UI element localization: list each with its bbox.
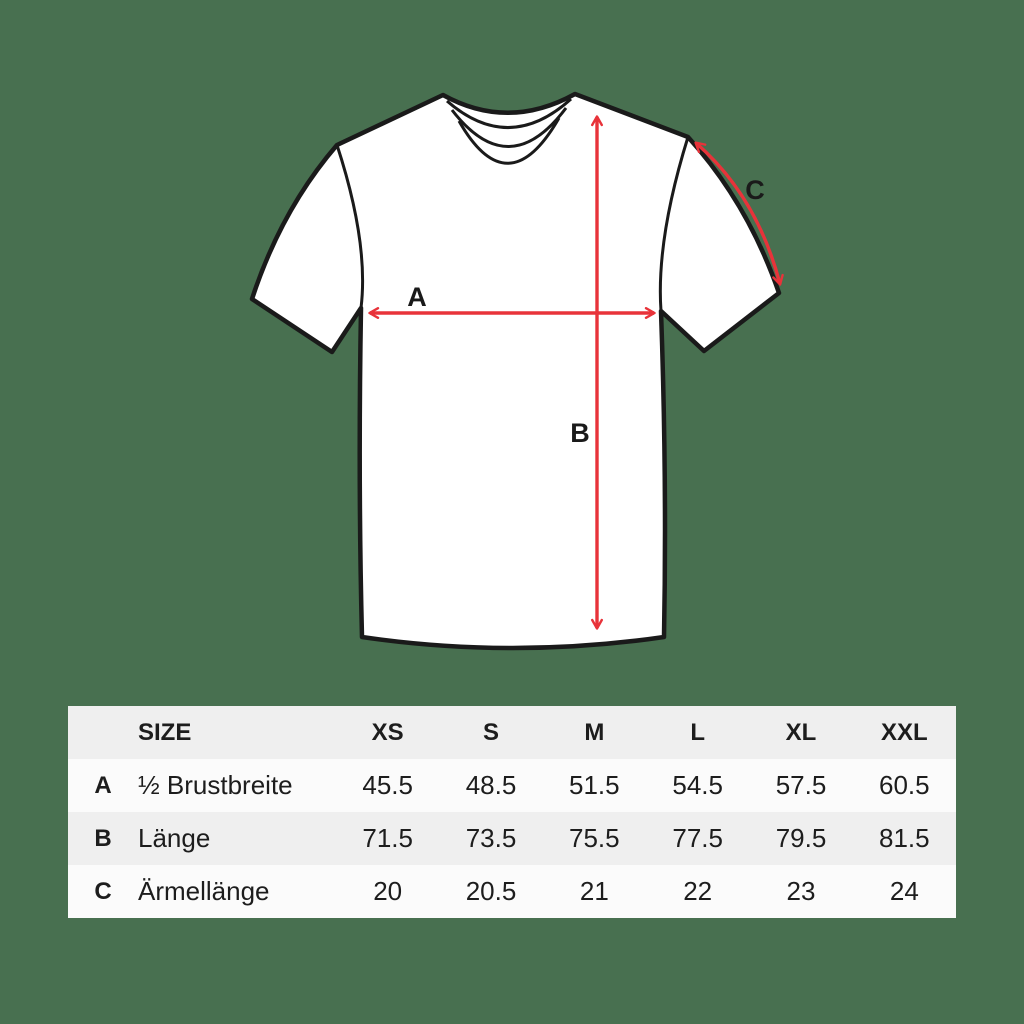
header-size-s: S (482, 718, 499, 746)
value-cell: 21 (579, 876, 609, 906)
table-row-chest-width: A ½ Brustbreite 45.5 48.5 51.5 54.5 57.5… (68, 759, 956, 812)
header-size-m: M (584, 718, 605, 746)
row-label: ½ Brustbreite (138, 770, 293, 800)
value-cell: 79.5 (775, 823, 827, 853)
row-key: B (94, 824, 112, 852)
value-cell: 71.5 (362, 823, 413, 853)
value-cell: 57.5 (775, 770, 827, 800)
value-cell: 45.5 (362, 770, 413, 800)
tshirt-measurement-diagram: A B C (249, 91, 784, 651)
tshirt-outline (249, 91, 782, 651)
value-cell: 54.5 (672, 770, 723, 800)
header-size-label: SIZE (138, 718, 192, 746)
value-cell: 77.5 (672, 823, 723, 853)
table-row-sleeve-length: C Ärmellänge 20 20.5 21 22 23 24 (68, 865, 956, 918)
value-cell: 75.5 (569, 823, 620, 853)
row-key: A (94, 771, 112, 799)
left-armhole-seam (335, 144, 365, 309)
header-size-xxl: XXL (880, 718, 928, 746)
row-label: Ärmellänge (138, 876, 270, 906)
value-cell: 60.5 (879, 770, 930, 800)
header-size-xl: XL (785, 718, 817, 746)
table-row-length: B Länge 71.5 73.5 75.5 77.5 79.5 81.5 (68, 812, 956, 865)
measure-label-b: B (570, 418, 590, 448)
row-key: C (94, 877, 112, 905)
value-cell: 73.5 (465, 823, 517, 853)
right-armhole-seam (658, 136, 690, 312)
measure-arrow-c (694, 141, 784, 286)
value-cell: 20.5 (465, 876, 517, 906)
measure-label-a: A (407, 282, 427, 312)
size-table-header-row: SIZE XS S M L XL XXL (68, 706, 956, 759)
value-cell: 81.5 (879, 823, 930, 853)
value-cell: 24 (889, 876, 919, 906)
row-label: Länge (138, 823, 211, 853)
collar-ribbing (446, 97, 573, 165)
value-cell: 22 (683, 876, 713, 906)
measure-label-c: C (745, 175, 765, 205)
value-cell: 51.5 (569, 770, 620, 800)
header-size-l: L (690, 718, 705, 746)
value-cell: 48.5 (465, 770, 517, 800)
header-size-xs: XS (371, 718, 404, 746)
value-cell: 20 (373, 876, 403, 906)
size-table: SIZE XS S M L XL XXL A ½ Brustbreite 45.… (68, 706, 956, 918)
value-cell: 23 (786, 876, 816, 906)
